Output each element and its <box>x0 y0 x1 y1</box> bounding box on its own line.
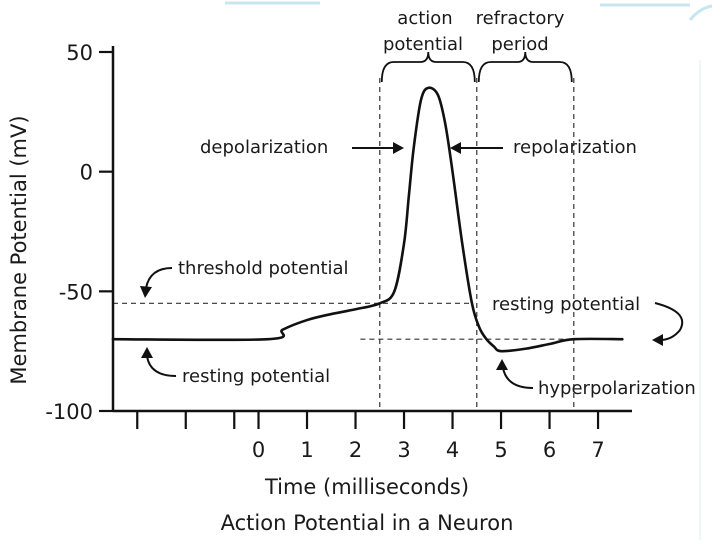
arrowhead-depolarization <box>393 142 404 154</box>
x-tick-label: 6 <box>543 438 556 462</box>
bracket-label-refractory-line1: refractory <box>476 8 565 29</box>
arrow-hyperpolarization <box>502 367 534 389</box>
x-tick-label: 0 <box>252 438 265 462</box>
x-tick-label: 2 <box>349 438 362 462</box>
y-tick-label: -50 <box>59 280 93 304</box>
phase-brace <box>380 51 476 83</box>
y-tick-label: 50 <box>66 41 93 65</box>
y-tick-label: -100 <box>45 400 93 424</box>
annotation-depolarization: depolarization <box>200 137 328 158</box>
x-tick-label: 1 <box>300 438 313 462</box>
phase-brace <box>477 51 573 83</box>
x-tick-label: 7 <box>591 438 604 462</box>
arrow-resting-left <box>146 355 177 377</box>
annotation-resting-potential-right: resting potential <box>492 294 640 315</box>
y-tick-label: 0 <box>80 161 93 185</box>
x-tick-label: 5 <box>494 438 507 462</box>
y-axis-title: Membrane Potential (mV) <box>7 115 31 384</box>
x-axis-title: Time (milliseconds) <box>264 475 469 499</box>
arrow-resting-right <box>654 302 684 341</box>
action-potential-curve <box>111 86 624 353</box>
top-accent-decoration <box>225 1 713 540</box>
bracket-label-refractory-line2: period <box>491 34 548 55</box>
annotation-repolarization: repolarization <box>513 137 637 158</box>
bracket-label-action-line2: potential <box>383 34 463 55</box>
annotation-threshold-potential: threshold potential <box>178 258 349 279</box>
arrowhead-threshold <box>140 286 152 298</box>
guide-lines <box>113 78 623 411</box>
arrowhead-repolarization <box>450 142 461 154</box>
phase-brackets <box>380 51 573 83</box>
annotation-hyperpolarization: hyperpolarization <box>538 378 696 399</box>
x-tick-label: 4 <box>446 438 459 462</box>
axes <box>111 46 632 413</box>
arrowhead-resting-right <box>652 334 663 346</box>
arrow-threshold <box>145 267 173 289</box>
annotation-resting-potential-left: resting potential <box>182 366 330 387</box>
chart-title: Action Potential in a Neuron <box>221 511 514 535</box>
x-tick-label: 3 <box>397 438 410 462</box>
axis-ticks: 50 0 -50 -100 0 1 2 3 4 5 6 7 <box>45 41 604 462</box>
arrowhead-hyperpolarization <box>496 359 508 370</box>
bracket-label-action-line1: action <box>397 8 452 29</box>
annotation-arrows <box>140 142 684 389</box>
arrowhead-resting-left <box>141 347 153 358</box>
